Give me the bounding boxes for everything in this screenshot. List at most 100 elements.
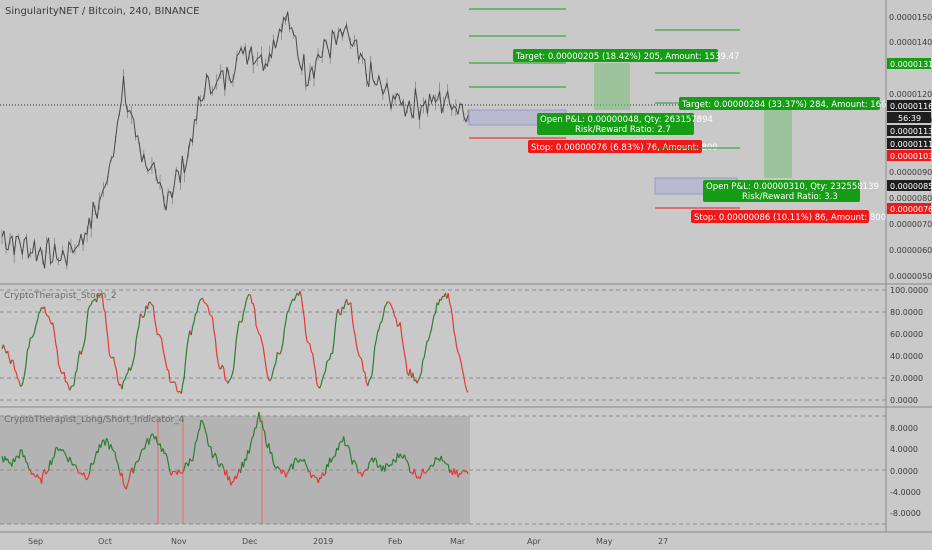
stoch-segment bbox=[190, 326, 194, 336]
stoch-segment bbox=[209, 313, 212, 317]
stoch-segment bbox=[391, 306, 394, 311]
ls-segment bbox=[271, 452, 274, 463]
stoch-segment bbox=[57, 364, 61, 369]
stoch-segment bbox=[55, 343, 58, 350]
stoch-segment bbox=[460, 361, 463, 370]
ls-segment bbox=[88, 462, 92, 474]
badge-bg bbox=[887, 180, 931, 191]
ls-segment bbox=[196, 431, 199, 441]
ls-axis[interactable]: 8.0000 4.0000 0.0000 -4.0000 -8.0000 bbox=[890, 424, 921, 518]
stoch-segment bbox=[152, 305, 156, 319]
stoch-segment bbox=[440, 295, 444, 301]
ls-segment bbox=[367, 462, 370, 471]
stoch-segment bbox=[159, 335, 163, 340]
stoch-segment bbox=[244, 300, 247, 308]
stoch-segment bbox=[83, 337, 86, 345]
stoch-segment bbox=[401, 334, 404, 345]
trade-1-target-label: Target: 0.00000205 (18.42%) 205, Amount:… bbox=[515, 52, 739, 62]
stoch-axis[interactable]: 100.0000 80.0000 60.0000 40.0000 20.0000… bbox=[890, 286, 928, 405]
stoch-tick: 60.0000 bbox=[890, 330, 923, 339]
trade-2-stop-label: Stop: 0.00000086 (10.11%) 86, Amount: 80… bbox=[694, 213, 886, 223]
ls-segment bbox=[440, 455, 444, 462]
stoch-segment bbox=[333, 326, 336, 343]
stoch-segment bbox=[228, 378, 232, 381]
trade-2-target-label-bg bbox=[679, 97, 880, 110]
symbol-title[interactable]: SingularityNET / Bitcoin, 240, BINANCE bbox=[5, 6, 199, 17]
stoch-segment bbox=[402, 344, 406, 354]
stoch-segment bbox=[288, 305, 291, 312]
stoch-segment bbox=[463, 376, 466, 385]
stoch-segment bbox=[216, 353, 219, 363]
stoch-segment bbox=[193, 313, 197, 323]
stoch-segment bbox=[337, 308, 341, 315]
stoch-segment bbox=[22, 374, 26, 382]
ls-segment bbox=[185, 462, 188, 465]
ls-segment bbox=[7, 458, 10, 464]
ls-segment bbox=[408, 464, 411, 473]
stoch-segment bbox=[201, 297, 205, 303]
stoch-segment bbox=[451, 316, 455, 331]
ls-segment bbox=[73, 463, 76, 466]
stoch-tick: 0.0000 bbox=[890, 396, 918, 405]
ls-segment bbox=[87, 473, 91, 478]
ls-segment bbox=[168, 465, 171, 473]
stoch-segment bbox=[314, 371, 318, 385]
ls-segment bbox=[83, 472, 86, 479]
ls-segment bbox=[40, 473, 44, 484]
time-tick: Nov bbox=[171, 537, 187, 546]
ls-segment bbox=[46, 470, 50, 473]
trade-1-target-label-bg bbox=[513, 49, 718, 62]
trade-1[interactable]: Target: 0.00000205 (18.42%) 205, Amount:… bbox=[468, 8, 739, 153]
ls-segment bbox=[74, 464, 78, 469]
ls-segment bbox=[331, 456, 335, 459]
time-axis[interactable]: Sep Oct Nov Dec 2019 Feb Mar Apr May 27 bbox=[28, 537, 668, 546]
time-tick: Oct bbox=[98, 537, 112, 546]
stoch-segment bbox=[385, 301, 389, 306]
ls-segment bbox=[172, 470, 175, 473]
ls-segment bbox=[93, 456, 96, 464]
stoch-panel-title[interactable]: CryptoTherapist_Stoch_2 bbox=[4, 291, 117, 301]
ls-tick: 0.0000 bbox=[890, 467, 918, 476]
stoch-segment bbox=[422, 357, 425, 361]
stoch-segment bbox=[340, 306, 343, 316]
ls-segment bbox=[29, 469, 33, 475]
badge-bg bbox=[887, 58, 931, 69]
stoch-segment bbox=[139, 313, 143, 317]
trade-2[interactable]: Target: 0.00000284 (33.37%) 284, Amount:… bbox=[654, 29, 905, 223]
ls-segment bbox=[230, 481, 233, 486]
stoch-segment bbox=[266, 375, 270, 381]
stoch-segment bbox=[282, 328, 286, 343]
ls-segment bbox=[207, 444, 211, 448]
ls-segment bbox=[447, 464, 451, 473]
stoch-segment bbox=[321, 374, 325, 379]
ls-segment bbox=[278, 467, 281, 471]
stoch-segment bbox=[203, 301, 206, 304]
ls-segment bbox=[115, 459, 119, 464]
ls-segment bbox=[295, 457, 298, 462]
ls-segment bbox=[127, 478, 130, 485]
ls-segment bbox=[395, 453, 398, 463]
stoch-segment bbox=[184, 347, 188, 361]
badge-bg bbox=[887, 112, 931, 123]
stoch-segment bbox=[350, 302, 353, 318]
stoch-segment bbox=[105, 326, 109, 339]
stoch-segment bbox=[347, 303, 350, 306]
ls-panel-title[interactable]: CryptoTherapist_Long/Short_Indicator_4 bbox=[4, 415, 185, 425]
stoch-segment bbox=[367, 380, 370, 387]
stoch-segment bbox=[372, 346, 376, 363]
stoch-segment bbox=[425, 340, 428, 350]
stoch-segment bbox=[466, 389, 469, 393]
stoch-segment bbox=[77, 350, 81, 360]
badge-bg bbox=[887, 203, 931, 214]
ls-segment bbox=[347, 445, 350, 449]
stoch-segment bbox=[323, 371, 326, 375]
stoch-segment bbox=[374, 340, 377, 347]
ls-segment bbox=[292, 460, 295, 470]
ls-segment bbox=[128, 471, 132, 480]
stoch-segment bbox=[281, 342, 284, 350]
ls-segment bbox=[159, 443, 163, 452]
ls-segment bbox=[104, 438, 108, 446]
